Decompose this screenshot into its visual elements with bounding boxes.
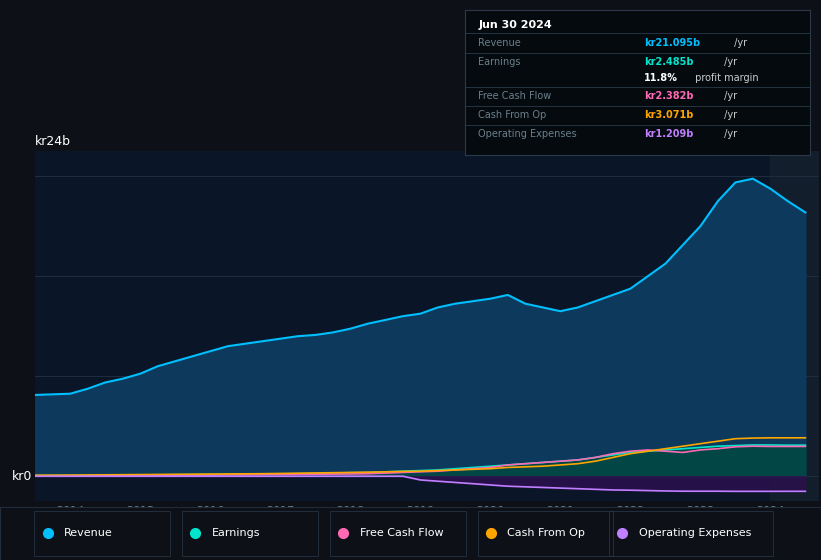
Text: /yr: /yr [721, 110, 737, 120]
Text: Free Cash Flow: Free Cash Flow [479, 91, 552, 101]
Text: kr21.095b: kr21.095b [644, 39, 700, 48]
Text: Free Cash Flow: Free Cash Flow [360, 529, 443, 538]
Text: Earnings: Earnings [212, 529, 260, 538]
Text: Revenue: Revenue [64, 529, 112, 538]
Text: Operating Expenses: Operating Expenses [639, 529, 751, 538]
Text: kr2.485b: kr2.485b [644, 57, 694, 67]
Text: kr3.071b: kr3.071b [644, 110, 694, 120]
Text: /yr: /yr [731, 39, 747, 48]
Text: Jun 30 2024: Jun 30 2024 [479, 20, 553, 30]
Text: Earnings: Earnings [479, 57, 521, 67]
Text: Revenue: Revenue [479, 39, 521, 48]
Text: Operating Expenses: Operating Expenses [479, 129, 577, 139]
Text: /yr: /yr [721, 129, 737, 139]
Text: kr0: kr0 [11, 470, 32, 483]
Text: 11.8%: 11.8% [644, 73, 678, 82]
Text: kr2.382b: kr2.382b [644, 91, 694, 101]
Text: /yr: /yr [721, 91, 737, 101]
Text: Cash From Op: Cash From Op [479, 110, 547, 120]
Text: /yr: /yr [721, 57, 737, 67]
Text: kr24b: kr24b [35, 136, 71, 148]
Text: kr1.209b: kr1.209b [644, 129, 694, 139]
Bar [770, 151, 819, 501]
Text: Cash From Op: Cash From Op [507, 529, 585, 538]
Text: profit margin: profit margin [692, 73, 759, 82]
